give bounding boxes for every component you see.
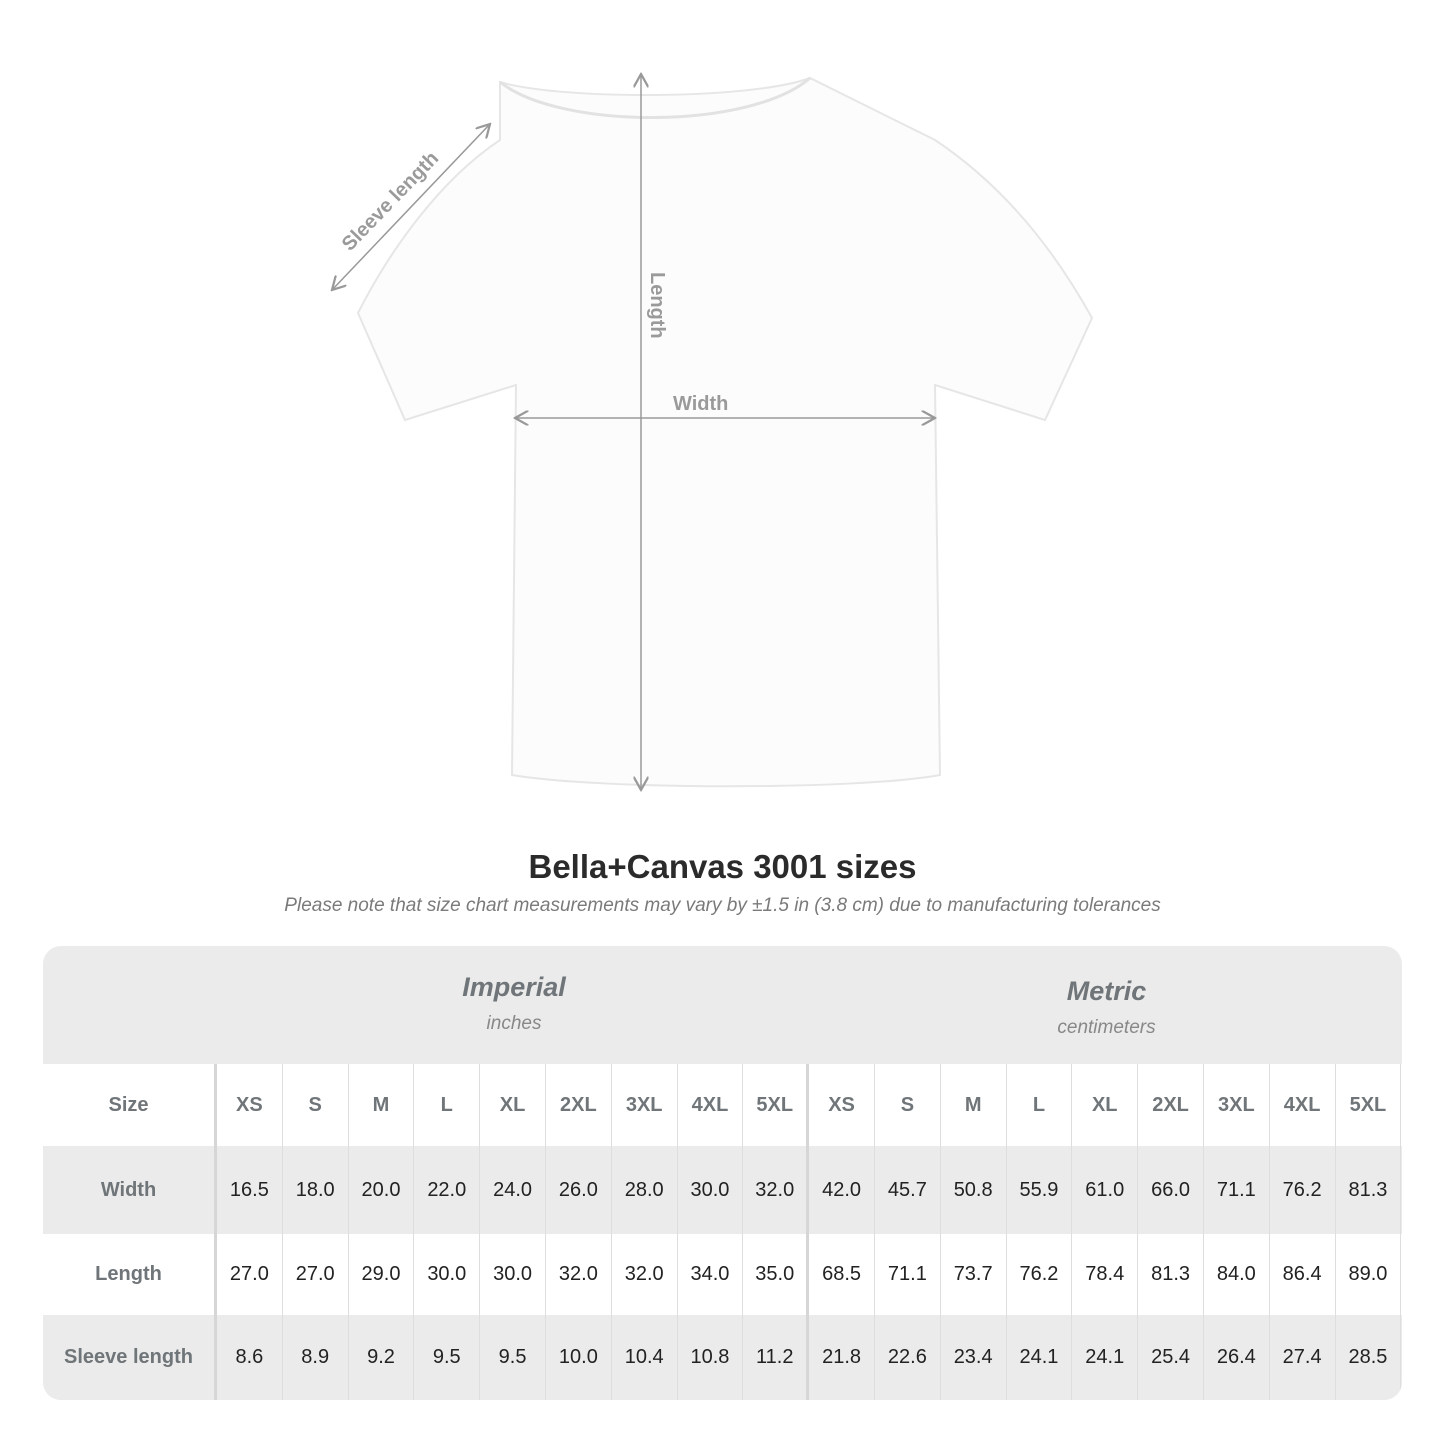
metric-value-cell: 28.5 [1336, 1315, 1402, 1400]
metric-value-cell: 78.4 [1072, 1234, 1139, 1315]
metric-value-cell: 25.4 [1138, 1315, 1204, 1400]
table-row: Width 16.5 18.0 20.0 22.0 24.0 26.0 28.0 30.0 32.… [43, 1146, 1402, 1234]
imperial-size-header: 3XL [612, 1064, 678, 1146]
metric-size-header: 4XL [1270, 1064, 1336, 1146]
metric-value-cell: 76.2 [1007, 1234, 1073, 1315]
imperial-value-cell: 10.4 [612, 1315, 678, 1400]
table-row: Length 27.0 27.0 29.0 30.0 30.0 32.0 32.0 34.0 35… [43, 1234, 1402, 1315]
metric-value-cell: 66.0 [1138, 1146, 1204, 1234]
imperial-value-cell: 32.0 [743, 1146, 810, 1234]
metric-size-header: M [941, 1064, 1007, 1146]
tshirt-diagram: Sleeve length Length Width [0, 0, 1094, 820]
metric-value-cell: 76.2 [1270, 1146, 1336, 1234]
imperial-size-header: M [349, 1064, 415, 1146]
imperial-value-cell: 30.0 [480, 1234, 546, 1315]
tolerance-note: Please note that size chart measurements… [284, 895, 1161, 916]
metric-value-cell: 84.0 [1204, 1234, 1270, 1315]
imperial-size-header: S [283, 1064, 349, 1146]
imperial-size-header: 4XL [678, 1064, 744, 1146]
sleeve-length-arrow [332, 124, 490, 290]
imperial-value-cell: 9.5 [480, 1315, 546, 1400]
metric-size-header: 5XL [1336, 1064, 1402, 1146]
imperial-value-cell: 20.0 [349, 1146, 415, 1234]
imperial-value-cell: 9.2 [349, 1315, 415, 1400]
row-label: Size [43, 1064, 217, 1146]
metric-value-cell: 26.4 [1204, 1315, 1270, 1400]
imperial-size-header: XS [217, 1064, 283, 1146]
metric-value-cell: 71.1 [875, 1234, 941, 1315]
row-label: Length [43, 1234, 217, 1315]
imperial-value-cell: 11.2 [743, 1315, 810, 1400]
imperial-value-cell: 24.0 [480, 1146, 546, 1234]
imperial-value-cell: 32.0 [612, 1234, 678, 1315]
imperial-value-cell: 8.9 [283, 1315, 349, 1400]
metric-value-cell: 73.7 [941, 1234, 1007, 1315]
metric-value-cell: 89.0 [1336, 1234, 1402, 1315]
row-label: Sleeve length [43, 1315, 217, 1400]
metric-size-header: L [1007, 1064, 1073, 1146]
imperial-value-cell: 28.0 [612, 1146, 678, 1234]
imperial-size-header: XL [480, 1064, 546, 1146]
imperial-value-cell: 27.0 [283, 1234, 349, 1315]
chart-title: Bella+Canvas 3001 sizes [528, 848, 917, 885]
metric-value-cell: 50.8 [941, 1146, 1007, 1234]
metric-value-cell: 24.1 [1072, 1315, 1139, 1400]
metric-value-cell: 42.0 [809, 1146, 875, 1234]
imperial-value-cell: 10.8 [678, 1315, 744, 1400]
metric-value-cell: 21.8 [809, 1315, 875, 1400]
metric-value-cell: 22.6 [875, 1315, 941, 1400]
row-label: Width [43, 1146, 217, 1234]
imperial-unit: inches [486, 1013, 542, 1034]
metric-size-header: XS [809, 1064, 875, 1146]
imperial-title: Imperial [462, 972, 566, 1002]
metric-value-cell: 81.3 [1336, 1146, 1402, 1234]
imperial-value-cell: 26.0 [546, 1146, 612, 1234]
metric-unit: centimeters [1057, 1017, 1156, 1038]
imperial-size-header: 5XL [743, 1064, 810, 1146]
metric-size-header: S [875, 1064, 941, 1146]
imperial-value-cell: 32.0 [546, 1234, 612, 1315]
imperial-value-cell: 9.5 [414, 1315, 481, 1400]
imperial-header: Imperial inches [217, 946, 811, 1064]
metric-value-cell: 55.9 [1007, 1146, 1073, 1234]
metric-value-cell: 71.1 [1204, 1146, 1270, 1234]
imperial-value-cell: 34.0 [678, 1234, 744, 1315]
length-label: Length [646, 272, 668, 339]
tshirt-shape [356, 76, 1094, 788]
imperial-value-cell: 10.0 [546, 1315, 612, 1400]
imperial-value-cell: 16.5 [217, 1146, 283, 1234]
metric-value-cell: 68.5 [809, 1234, 875, 1315]
imperial-size-header: L [414, 1064, 481, 1146]
imperial-value-cell: 22.0 [414, 1146, 481, 1234]
imperial-value-cell: 27.0 [217, 1234, 283, 1315]
imperial-value-cell: 30.0 [414, 1234, 481, 1315]
metric-value-cell: 81.3 [1138, 1234, 1204, 1315]
metric-header: Metric centimeters [811, 946, 1402, 1064]
size-header-row: Size XS S M L XL 2XL 3XL 4XL 5XL XS S M L XL 2XL 3XL 4XL 5… [43, 1064, 1402, 1146]
metric-value-cell: 24.1 [1007, 1315, 1073, 1400]
imperial-value-cell: 18.0 [283, 1146, 349, 1234]
width-label: Width [673, 393, 728, 415]
metric-size-header: 2XL [1138, 1064, 1204, 1146]
size-table: Imperial inches Metric centimeters Size X… [43, 946, 1402, 1400]
metric-value-cell: 45.7 [875, 1146, 941, 1234]
metric-value-cell: 86.4 [1270, 1234, 1336, 1315]
metric-title: Metric [1066, 976, 1147, 1006]
metric-size-header: XL [1072, 1064, 1139, 1146]
imperial-value-cell: 35.0 [743, 1234, 810, 1315]
metric-value-cell: 27.4 [1270, 1315, 1336, 1400]
imperial-value-cell: 30.0 [678, 1146, 744, 1234]
imperial-value-cell: 29.0 [349, 1234, 415, 1315]
imperial-value-cell: 8.6 [217, 1315, 283, 1400]
metric-value-cell: 23.4 [941, 1315, 1007, 1400]
table-row: Sleeve length 8.6 8.9 9.2 9.5 9.5 10.0 10.4 10.8… [43, 1315, 1402, 1400]
metric-value-cell: 61.0 [1072, 1146, 1139, 1234]
imperial-size-header: 2XL [546, 1064, 612, 1146]
metric-size-header: 3XL [1204, 1064, 1270, 1146]
